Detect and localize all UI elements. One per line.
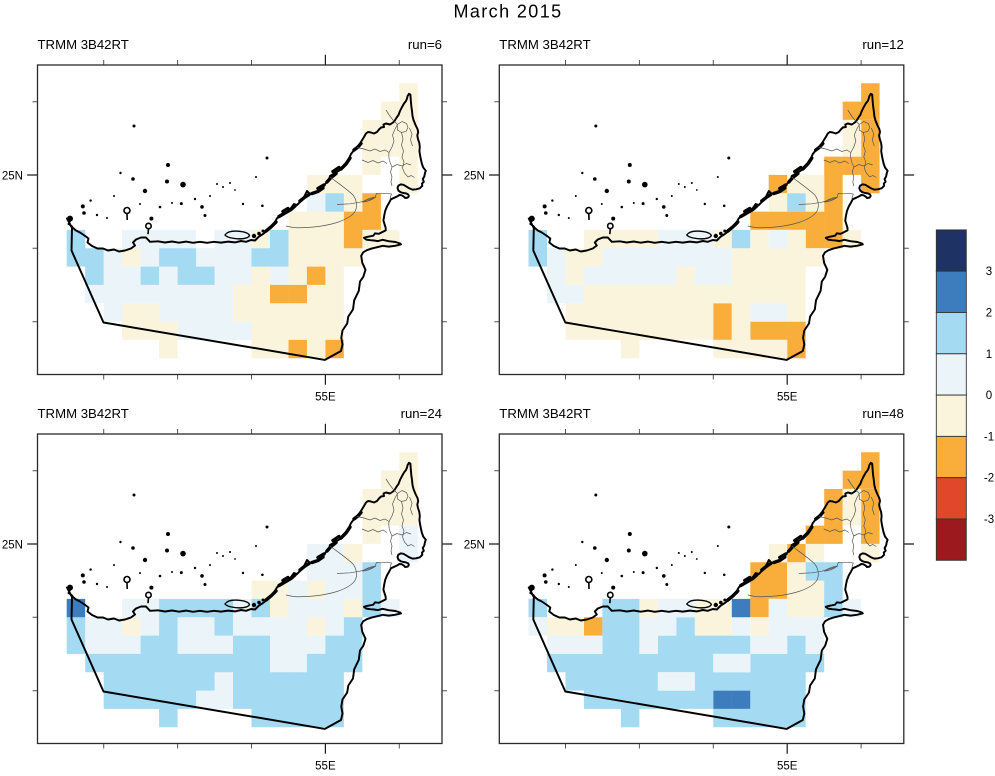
svg-text:-3: -3 — [984, 514, 994, 526]
svg-text:55E: 55E — [777, 761, 798, 772]
svg-text:2: 2 — [986, 308, 992, 320]
svg-text:-1: -1 — [984, 431, 994, 443]
svg-text:run=6: run=6 — [408, 37, 442, 52]
svg-text:TRMM 3B42RT: TRMM 3B42RT — [38, 406, 129, 421]
svg-text:run=24: run=24 — [401, 406, 442, 421]
svg-text:25N: 25N — [464, 171, 485, 183]
svg-text:3: 3 — [986, 266, 992, 278]
svg-text:1: 1 — [986, 349, 992, 361]
svg-text:-2: -2 — [984, 473, 994, 485]
svg-text:0: 0 — [986, 390, 992, 402]
svg-text:TRMM 3B42RT: TRMM 3B42RT — [499, 406, 590, 421]
svg-text:March 2015: March 2015 — [453, 2, 562, 22]
svg-text:55E: 55E — [315, 392, 336, 404]
svg-text:run=48: run=48 — [862, 406, 903, 421]
svg-text:run=12: run=12 — [862, 37, 903, 52]
svg-text:25N: 25N — [2, 540, 23, 552]
svg-text:55E: 55E — [315, 761, 336, 772]
svg-text:25N: 25N — [464, 540, 485, 552]
svg-text:55E: 55E — [777, 392, 798, 404]
svg-text:TRMM 3B42RT: TRMM 3B42RT — [499, 37, 590, 52]
svg-text:TRMM 3B42RT: TRMM 3B42RT — [38, 37, 129, 52]
svg-text:25N: 25N — [2, 171, 23, 183]
